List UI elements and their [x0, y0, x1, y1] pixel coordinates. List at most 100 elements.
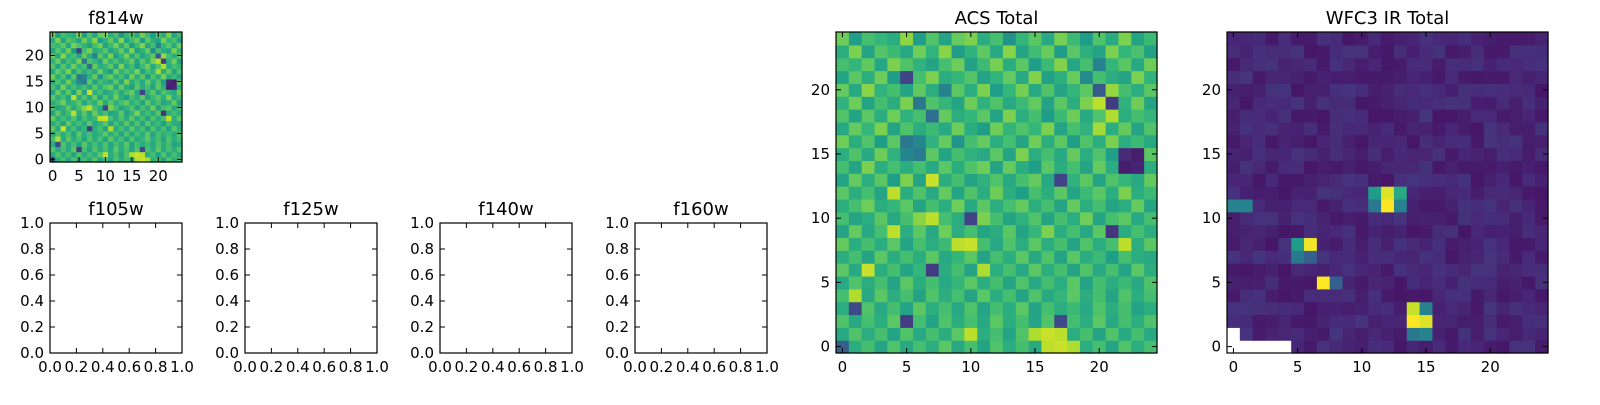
heatmap-cell	[1355, 314, 1369, 328]
heatmap-cell	[65, 68, 72, 75]
heatmap-cell	[76, 42, 83, 49]
heatmap-cell	[1227, 314, 1241, 328]
heatmap-cell	[1329, 147, 1344, 161]
heatmap-cell	[1496, 250, 1511, 264]
heatmap-cell	[1381, 288, 1395, 303]
heatmap-cell	[1131, 147, 1145, 161]
heatmap-cell	[1054, 340, 1068, 354]
heatmap-cell	[1368, 198, 1382, 213]
heatmap-cell	[1368, 160, 1382, 174]
heatmap-cell	[155, 136, 162, 142]
heatmap-cell	[861, 340, 876, 354]
heatmap-cell	[964, 314, 978, 328]
heatmap-cell	[1131, 83, 1145, 97]
heatmap-cell	[1368, 288, 1382, 303]
heatmap-cell	[139, 110, 146, 116]
heatmap-cell	[1483, 96, 1498, 110]
heatmap-cell	[1419, 83, 1434, 97]
heatmap-cell	[1105, 198, 1120, 213]
heatmap-cell	[887, 340, 901, 354]
panel-title-wfc3-ir-total: WFC3 IR Total	[1326, 8, 1449, 29]
heatmap-cell	[1355, 173, 1369, 187]
heatmap-cell	[176, 84, 183, 90]
heatmap-cell	[1067, 44, 1081, 59]
heatmap-cell	[86, 52, 93, 59]
heatmap-cell	[102, 37, 109, 43]
heatmap-cell	[118, 141, 125, 147]
heatmap-cell	[1028, 109, 1043, 123]
heatmap-cell	[55, 110, 62, 116]
heatmap-cell	[1002, 96, 1017, 110]
heatmap-cell	[1342, 275, 1356, 290]
heatmap-cell	[55, 42, 62, 49]
heatmap-cell	[900, 327, 914, 341]
heatmap-cell	[50, 141, 56, 147]
heatmap-cell	[913, 250, 927, 264]
heatmap-cell	[134, 58, 141, 64]
heatmap-cell	[1291, 134, 1305, 149]
heatmap-cell	[166, 136, 173, 142]
heatmap-cell	[1304, 57, 1318, 72]
heatmap-cell	[160, 120, 167, 127]
heatmap-cell	[964, 301, 978, 316]
heatmap-cell	[129, 151, 136, 158]
x-tick-label: 0.6	[117, 358, 141, 376]
heatmap-cell	[1054, 237, 1068, 251]
heatmap-cell	[1329, 327, 1344, 341]
heatmap-cells-acs-total	[836, 32, 1158, 354]
heatmap-cell	[1483, 301, 1498, 316]
heatmap-cell	[1227, 186, 1241, 200]
heatmap-cell	[113, 68, 120, 75]
heatmap-cell	[1316, 121, 1331, 136]
heatmap-cell	[951, 173, 965, 187]
heatmap-cell	[86, 58, 93, 64]
heatmap-cell	[1470, 186, 1485, 200]
heatmap-cell	[97, 58, 104, 64]
heatmap-cell	[1105, 147, 1120, 161]
heatmap-cell	[97, 146, 104, 153]
heatmap-cell	[1458, 96, 1472, 110]
heatmap-cell	[1028, 314, 1043, 328]
heatmap-cell	[1028, 173, 1043, 187]
heatmap-cell	[97, 37, 104, 43]
heatmap-cell	[1092, 32, 1107, 46]
heatmap-cell	[913, 44, 927, 59]
heatmap-cell	[1316, 224, 1331, 239]
heatmap-cell	[938, 109, 953, 123]
heatmap-cell	[1445, 134, 1459, 149]
heatmap-cell	[848, 250, 863, 264]
heatmap-cell	[108, 32, 114, 38]
heatmap-cell	[1522, 160, 1536, 174]
heatmap-cell	[1432, 211, 1446, 226]
heatmap-cell	[1445, 288, 1459, 303]
heatmap-cell	[1368, 121, 1382, 136]
heatmap-cell	[1131, 173, 1145, 187]
heatmap-cell	[160, 136, 167, 142]
heatmap-cell	[76, 130, 83, 137]
heatmap-cell	[1054, 250, 1068, 264]
heatmap-cell	[1445, 198, 1459, 213]
heatmap-cell	[1291, 314, 1305, 328]
heatmap-cell	[1291, 160, 1305, 174]
heatmap-cell	[836, 211, 850, 226]
heatmap-cell	[1105, 275, 1120, 290]
heatmap-cell	[925, 301, 940, 316]
heatmap-cell	[1368, 224, 1382, 239]
heatmap-cell	[1535, 275, 1549, 290]
heatmap-cell	[848, 70, 863, 84]
heatmap-cell	[1342, 237, 1356, 251]
heatmap-cell	[160, 110, 167, 116]
heatmap-cell	[1381, 134, 1395, 149]
heatmap-cell	[97, 73, 104, 80]
heatmap-cell	[60, 63, 67, 69]
heatmap-cell	[887, 275, 901, 290]
heatmap-cell	[160, 94, 167, 101]
heatmap-cell	[102, 47, 109, 54]
heatmap-cell	[1470, 250, 1485, 264]
heatmap-cell	[81, 146, 88, 153]
heatmap-cell	[1522, 198, 1536, 213]
y-tick-label: 5	[1211, 273, 1221, 291]
heatmap-cell	[81, 115, 88, 121]
heatmap-cell	[848, 32, 863, 46]
heatmap-cell	[1265, 173, 1279, 187]
